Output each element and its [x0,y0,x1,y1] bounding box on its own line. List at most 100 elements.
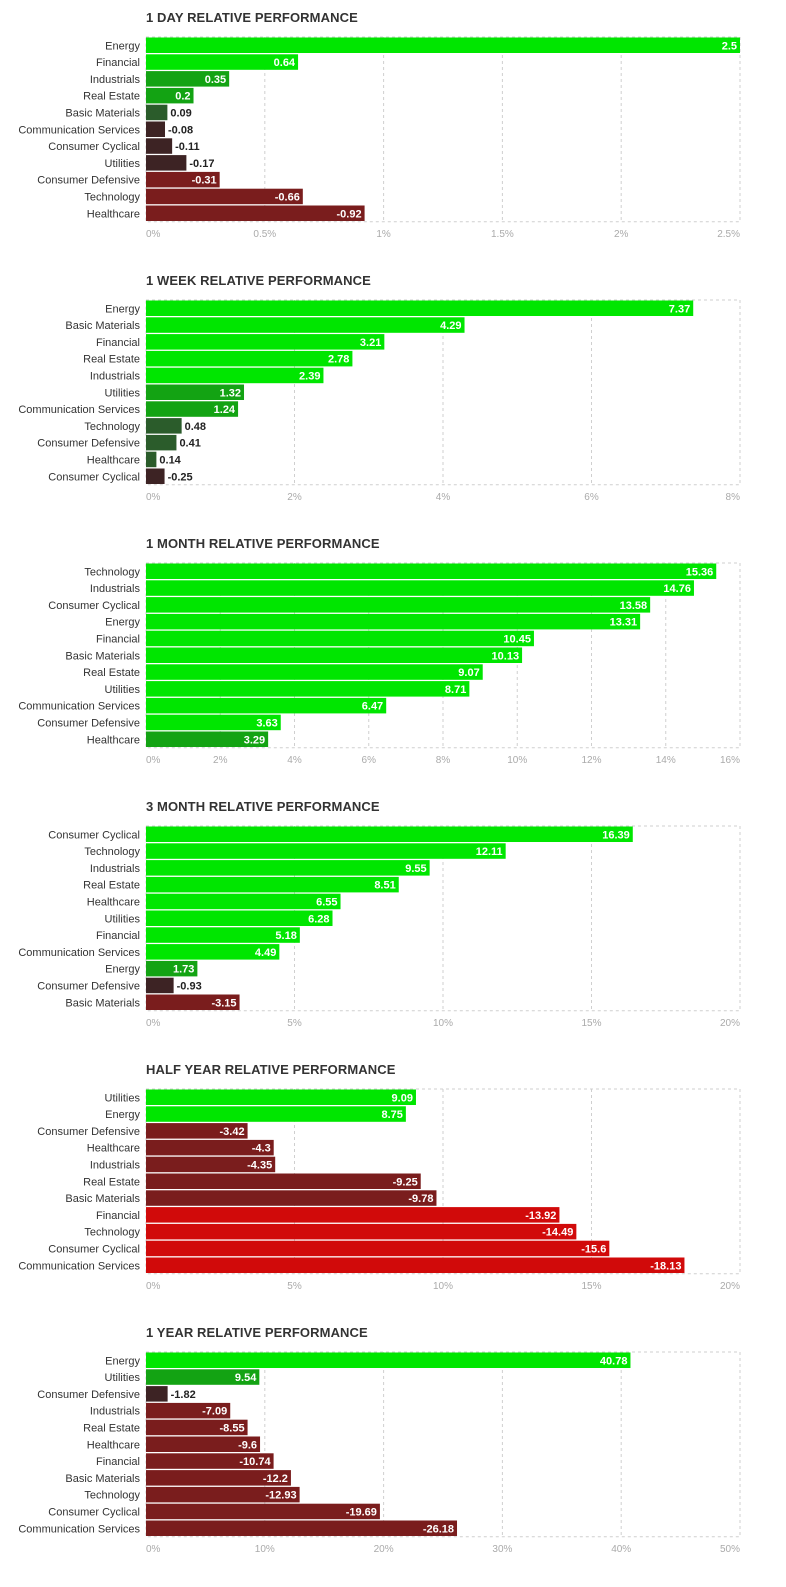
value-label: -14.49 [542,1227,573,1239]
bar [146,960,198,977]
bar [146,87,194,104]
category-label: Industrials [90,370,141,382]
value-label: -12.93 [265,1490,296,1502]
bar [146,54,299,70]
value-label: 7.37 [669,303,690,315]
value-label: 13.31 [610,617,638,629]
x-tick-label: 50% [720,1544,740,1555]
bar [146,731,269,747]
x-tick-label: 0% [146,492,161,503]
category-label: Technology [84,191,140,203]
bar [146,1470,291,1486]
category-label: Industrials [90,74,141,86]
category-label: Basic Materials [65,650,140,662]
category-label: Healthcare [87,734,140,746]
bar [146,1520,458,1536]
value-label: 0.41 [179,438,200,450]
bar [146,317,465,333]
category-label: Basic Materials [65,1193,140,1205]
value-label: -13.92 [525,1210,556,1222]
x-tick-label: 15% [581,1281,601,1292]
bar [146,1240,610,1257]
value-label: 8.71 [445,684,466,696]
chart-panel: HALF YEAR RELATIVE PERFORMANCE 0% 5% 10% 15%… [0,1052,786,1315]
bar [146,681,470,697]
x-tick-label: 0% [146,1281,161,1292]
category-label: Financial [96,57,140,69]
x-tick-label: 10% [433,1018,453,1029]
value-label: -9.6 [238,1439,257,1451]
chart-title: 1 DAY RELATIVE PERFORMANCE [146,10,358,25]
value-label: 4.49 [255,947,276,959]
bar [146,1503,380,1520]
bar [146,401,239,417]
category-label: Industrials [90,1159,141,1171]
bar [146,138,173,154]
x-tick-label: 2.5% [717,229,740,240]
category-label: Technology [84,1227,140,1239]
x-tick-label: 0% [146,1018,161,1029]
category-label: Healthcare [87,1143,140,1155]
chart-title: 3 MONTH RELATIVE PERFORMANCE [146,799,380,814]
category-label: Energy [105,303,140,315]
bar [146,876,399,893]
category-label: Healthcare [87,208,140,220]
value-label: 2.78 [328,354,349,366]
category-label: Consumer Defensive [37,1126,140,1138]
value-label: -7.09 [202,1406,227,1418]
category-label: Consumer Cyclical [48,1506,140,1518]
bar [146,647,523,663]
category-label: Energy [105,1109,140,1121]
category-label: Basic Materials [65,320,140,332]
value-label: 10.45 [503,633,531,645]
category-label: Consumer Defensive [37,1389,140,1401]
x-tick-label: 4% [287,755,302,766]
x-tick-label: 5% [287,1018,302,1029]
value-label: -4.35 [247,1159,272,1171]
value-label: 6.47 [362,701,383,713]
value-label: -18.13 [650,1260,681,1272]
bar [146,37,740,53]
value-label: -9.25 [393,1176,418,1188]
bar [146,300,694,316]
x-tick-label: 20% [720,1281,740,1292]
category-label: Real Estate [83,354,140,366]
x-tick-label: 16% [720,755,740,766]
value-label: 0.48 [185,421,206,433]
value-label: 16.39 [602,829,630,841]
bar [146,1402,231,1419]
bar [146,944,280,960]
bar [146,121,166,137]
bar [146,350,353,367]
chart-panel: 1 YEAR RELATIVE PERFORMANCE 0% 10% 20% 30% 40… [0,1315,786,1578]
category-label: Consumer Cyclical [48,141,140,153]
x-tick-label: 20% [720,1018,740,1029]
value-label: -0.92 [337,208,362,220]
bar [146,927,300,943]
category-label: Communication Services [18,701,140,713]
x-tick-label: 0% [146,1544,161,1555]
x-tick-label: 14% [656,755,676,766]
chart-title: 1 YEAR RELATIVE PERFORMANCE [146,1325,368,1340]
bar [146,71,230,87]
value-label: 13.58 [620,600,648,612]
bar [146,188,303,205]
x-tick-label: 2% [213,755,228,766]
chart-panel: 1 MONTH RELATIVE PERFORMANCE 0% 2% 4% 6% 8% 10… [0,526,786,789]
bar [146,1123,248,1139]
bar [146,1223,577,1240]
category-label: Healthcare [87,454,140,466]
value-label: 8.75 [381,1109,402,1121]
x-tick-label: 0.5% [253,229,276,240]
bar [146,1386,168,1402]
category-label: Consumer Cyclical [48,829,140,841]
bar [146,1106,406,1122]
category-label: Real Estate [83,667,140,679]
bar [146,580,694,596]
x-tick-label: 10% [433,1281,453,1292]
value-label: 0.09 [170,107,191,119]
x-tick-label: 8% [436,755,451,766]
value-label: -1.82 [171,1389,196,1401]
x-tick-label: 2% [287,492,302,503]
bar [146,1257,685,1273]
